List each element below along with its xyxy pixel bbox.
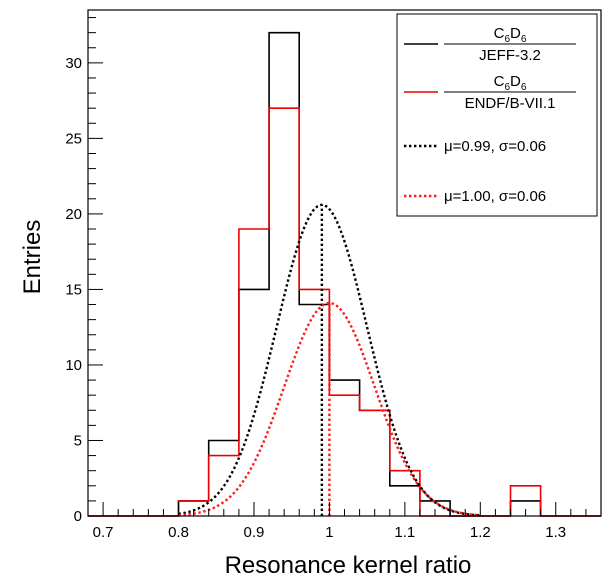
y-tick-label: 5: [74, 432, 82, 449]
x-tick-label: 1.2: [470, 524, 491, 541]
legend-label: μ=0.99, σ=0.06: [444, 138, 546, 155]
x-axis-title: Resonance kernel ratio: [225, 552, 472, 579]
y-axis-title: Entries: [19, 220, 46, 295]
legend-label: μ=1.00, σ=0.06: [444, 188, 546, 205]
legend-fraction-denominator: JEFF-3.2: [479, 47, 541, 64]
y-tick-label: 20: [65, 206, 82, 223]
y-tick-label: 10: [65, 357, 82, 374]
legend-fraction-denominator: ENDF/B-VII.1: [465, 95, 556, 112]
x-tick-label: 0.9: [244, 524, 265, 541]
fit-curves-layer: [179, 205, 481, 516]
x-tick-label: 1.3: [545, 524, 566, 541]
x-tick-label: 0.8: [168, 524, 189, 541]
y-tick-label: 15: [65, 281, 82, 298]
y-tick-label: 30: [65, 55, 82, 72]
y-tick-label: 25: [65, 130, 82, 147]
x-tick-label: 1: [325, 524, 333, 541]
y-tick-label: 0: [74, 508, 82, 525]
x-tick-label: 1.1: [394, 524, 415, 541]
x-tick-label: 0.7: [93, 524, 114, 541]
